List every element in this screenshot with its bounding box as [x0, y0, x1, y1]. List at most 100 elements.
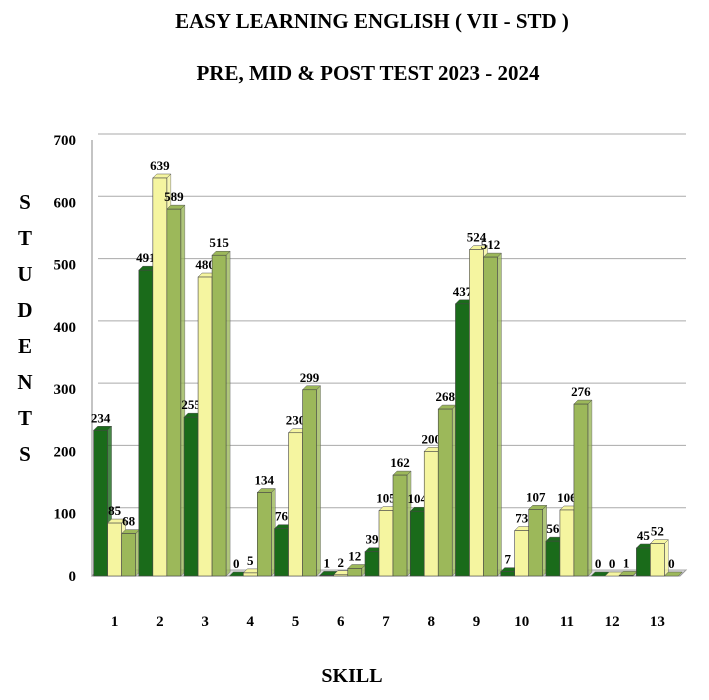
bar [636, 547, 651, 577]
bar [138, 269, 154, 577]
bar-top [663, 571, 683, 577]
bar [121, 533, 136, 577]
data-label: 1 [623, 555, 630, 570]
bar [618, 575, 634, 577]
bar [197, 276, 213, 577]
bar [347, 568, 363, 577]
x-tick-label: 8 [427, 614, 435, 630]
data-label: 0 [233, 556, 240, 571]
data-label: 12 [348, 549, 361, 564]
data-label: 589 [164, 189, 184, 204]
x-tick-label: 6 [337, 614, 345, 630]
bar [437, 408, 453, 577]
x-tick-label: 12 [605, 614, 620, 630]
data-label: 39 [366, 532, 380, 547]
data-label: 512 [481, 237, 501, 252]
data-label: 73 [515, 511, 529, 526]
y-tick-label: 0 [69, 569, 77, 585]
data-label: 5 [247, 553, 254, 568]
bar [423, 451, 439, 577]
data-label: 45 [637, 528, 651, 543]
bar-side [225, 250, 231, 577]
bar [107, 522, 122, 577]
x-tick-label: 5 [292, 614, 300, 630]
data-label: 491 [136, 250, 156, 265]
data-label: 255 [181, 397, 201, 412]
x-tick-label: 1 [111, 614, 119, 630]
bar [650, 543, 665, 577]
data-label: 134 [255, 473, 275, 488]
bar [243, 572, 258, 577]
y-tick-label: 400 [54, 320, 77, 336]
y-tick-label: 500 [54, 258, 77, 274]
data-label: 107 [526, 489, 546, 504]
bar [333, 574, 349, 577]
data-label: 200 [421, 431, 441, 446]
y-tick-label: 700 [54, 133, 77, 149]
bar [166, 208, 182, 577]
data-label: 104 [407, 491, 427, 506]
y-tick-label: 200 [54, 444, 77, 460]
data-label: 515 [209, 235, 229, 250]
data-label: 437 [453, 284, 473, 299]
bar [257, 492, 272, 577]
x-tick-label: 9 [473, 614, 481, 630]
data-label: 0 [609, 556, 616, 571]
x-tick-label: 10 [514, 614, 529, 630]
x-tick-label: 7 [382, 614, 390, 630]
bar [211, 254, 227, 577]
bar [455, 303, 470, 577]
data-label: 7 [504, 552, 511, 567]
data-label: 162 [390, 455, 410, 470]
bar [573, 403, 589, 577]
data-label: 68 [122, 514, 136, 529]
y-tick-label: 100 [54, 507, 77, 523]
bar [483, 256, 498, 577]
data-label: 106 [557, 490, 577, 505]
data-label: 230 [286, 413, 306, 428]
y-tick-label: 600 [54, 195, 77, 211]
data-label: 0 [668, 556, 675, 571]
bar [500, 571, 515, 577]
data-label: 524 [467, 230, 487, 245]
chart-title: EASY LEARNING ENGLISH ( VII - STD ) [175, 9, 569, 33]
bar [93, 429, 108, 577]
data-label: 639 [150, 158, 170, 173]
x-tick-label: 3 [201, 614, 209, 630]
bar-side [497, 252, 502, 577]
x-tick-label: 11 [560, 614, 574, 630]
x-tick-label: 2 [156, 614, 164, 630]
bar [302, 389, 317, 577]
y-tick-label: 300 [54, 382, 77, 398]
data-label: 2 [338, 555, 345, 570]
data-label: 480 [195, 257, 215, 272]
bar [319, 575, 335, 577]
data-label: 234 [91, 410, 111, 425]
data-label: 52 [651, 524, 664, 539]
bar [528, 509, 543, 577]
bar [152, 177, 168, 577]
bar [559, 509, 575, 577]
data-label: 276 [571, 384, 591, 399]
bar [183, 416, 199, 577]
bar [469, 249, 484, 577]
data-label: 299 [300, 370, 320, 385]
bar-side [587, 399, 593, 577]
bar [288, 432, 303, 577]
chart-subtitle: PRE, MID & POST TEST 2023 - 2024 [196, 61, 540, 85]
data-label: 85 [108, 503, 122, 518]
bar [545, 540, 561, 577]
bar [514, 530, 529, 577]
x-tick-label: 4 [247, 614, 255, 630]
y-axis-title: STUDENTS [13, 190, 37, 478]
x-axis-title: SKILL [321, 665, 382, 687]
data-label: 56 [546, 521, 560, 536]
data-label: 1 [324, 555, 331, 570]
data-label: 76 [275, 509, 289, 524]
bar [392, 474, 408, 577]
data-label: 0 [595, 556, 602, 571]
data-label: 105 [376, 491, 396, 506]
bar [378, 510, 394, 577]
